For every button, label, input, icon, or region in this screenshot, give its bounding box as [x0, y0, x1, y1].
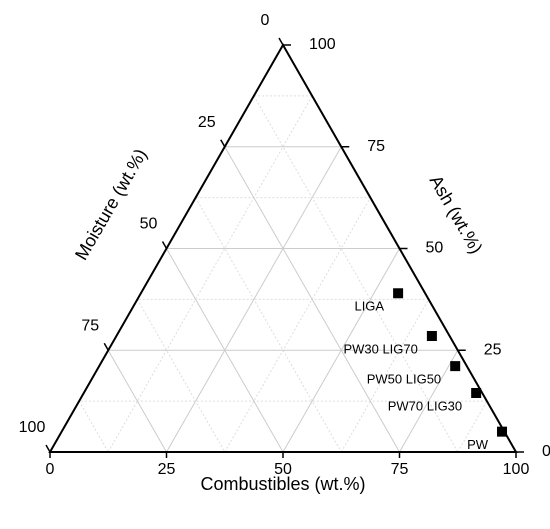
tick-mark [103, 342, 109, 351]
point-label: PW50 LIG50 [367, 372, 441, 387]
tick-label: 75 [81, 317, 99, 334]
minor-grid-line [107, 95, 313, 453]
tick-label: 75 [367, 138, 385, 155]
grid-line [107, 350, 167, 453]
tick-mark [278, 37, 284, 46]
tick-label: 100 [503, 461, 530, 478]
minor-grid-line [224, 197, 371, 453]
c-axis-title: Moisture (wt.%) [71, 145, 151, 263]
point-label: LIGA [354, 299, 384, 314]
data-point [471, 387, 482, 398]
tick-label: 50 [140, 216, 158, 233]
point-label: PW30 LIG70 [343, 341, 417, 356]
data-point [450, 361, 461, 372]
tick-label: 100 [19, 419, 46, 436]
grid-line [166, 248, 284, 453]
tick-label: 75 [391, 461, 409, 478]
triangle-frame [48, 42, 518, 453]
minor-grid-line [340, 299, 430, 453]
data-point [497, 426, 508, 437]
tick-label: 100 [309, 36, 336, 53]
minor-grid-line [78, 400, 109, 453]
tick-label: 0 [542, 443, 550, 460]
minor-grid-line [136, 299, 226, 453]
minor-grid-line [457, 400, 488, 453]
tick-label: 25 [484, 341, 502, 358]
tick-label: 25 [158, 461, 176, 478]
tick-mark [161, 241, 168, 249]
minor-grid-line [195, 197, 342, 453]
data-point [393, 288, 404, 299]
tick-mark [45, 444, 51, 453]
point-label: PW [467, 437, 489, 452]
tick-label: 0 [261, 12, 270, 29]
tick-label: 0 [46, 461, 55, 478]
data-point [426, 331, 437, 342]
a-axis-title: Combustibles (wt.%) [200, 474, 365, 494]
grid-line [224, 146, 400, 453]
point-label: PW70 LIG30 [388, 398, 462, 413]
tick-label: 50 [274, 461, 292, 478]
tick-mark [220, 139, 226, 148]
tick-label: 25 [198, 114, 216, 131]
tick-label: 50 [426, 240, 444, 257]
grid-line [399, 350, 459, 453]
minor-grid-line [253, 95, 459, 453]
